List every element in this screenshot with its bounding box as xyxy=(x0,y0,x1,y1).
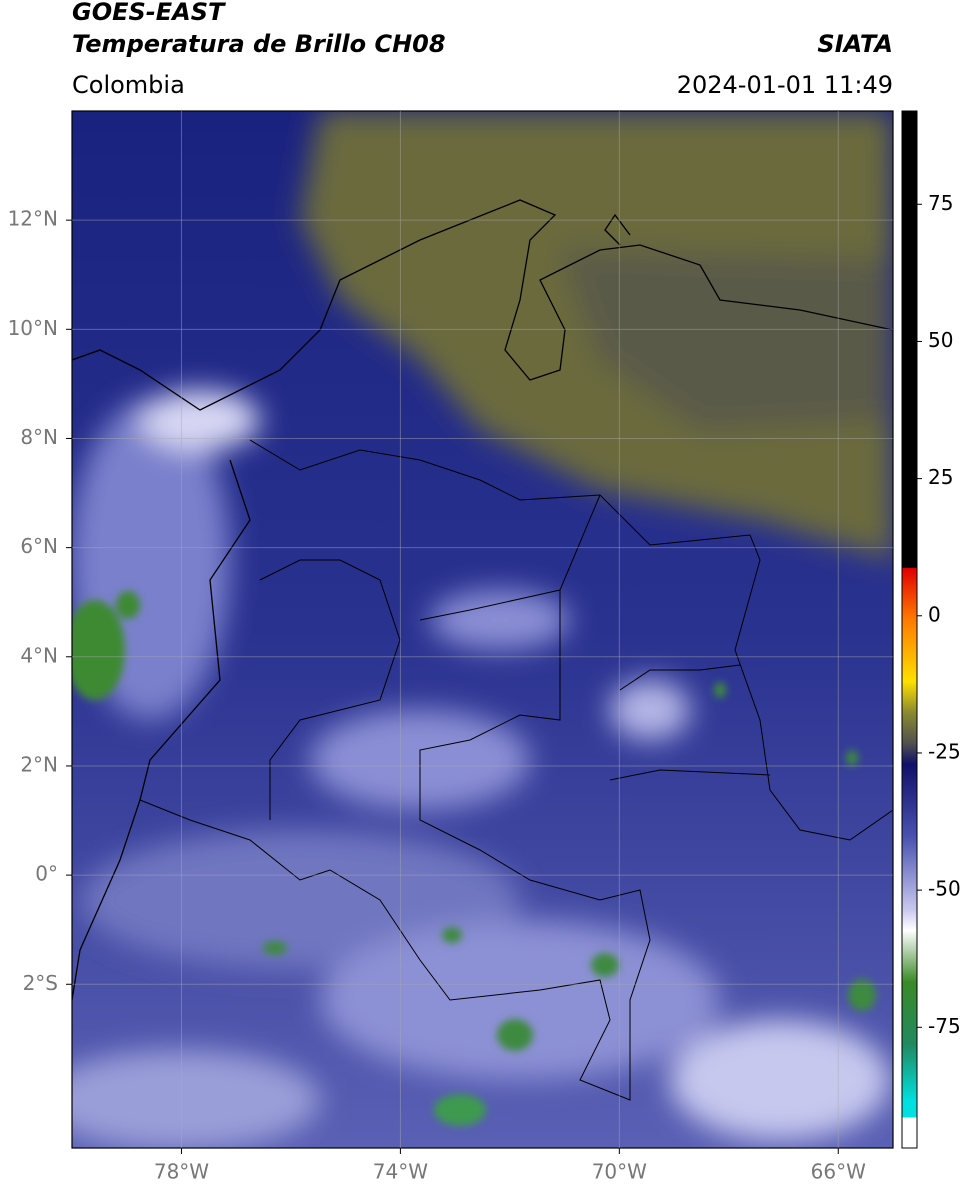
colorbar-label: -50 xyxy=(928,877,961,901)
y-tick-label: 6°N xyxy=(20,534,58,558)
y-tick-label: 10°N xyxy=(8,316,58,340)
y-tick-label: 8°N xyxy=(20,425,58,449)
borders xyxy=(139,439,893,1101)
x-tick-label: 78°W xyxy=(154,1160,209,1184)
satellite-image xyxy=(72,111,893,1148)
title: GOES-EAST xyxy=(72,0,226,26)
x-tick-label: 70°W xyxy=(592,1160,647,1184)
cold-tops xyxy=(72,591,876,1126)
colorbar-label: 25 xyxy=(928,465,953,489)
y-tick-label: 2°S xyxy=(23,971,58,995)
colorbar-label: -75 xyxy=(928,1014,961,1038)
colorbar-label: 0 xyxy=(928,602,941,626)
map-frame xyxy=(71,110,894,1149)
y-tick-label: 12°N xyxy=(8,207,58,231)
region: Colombia xyxy=(72,71,185,99)
y-tick-label: 4°N xyxy=(20,643,58,667)
colorbar-label: 75 xyxy=(928,191,953,215)
source: SIATA xyxy=(817,30,893,58)
datetime: 2024-01-01 11:49 xyxy=(677,71,893,99)
y-tick-label: 2°N xyxy=(20,752,58,776)
x-tick-label: 74°W xyxy=(373,1160,428,1184)
coastline xyxy=(72,199,893,1001)
y-tick-label: 0° xyxy=(35,862,58,886)
colorbar xyxy=(901,110,918,1149)
subtitle: Temperatura de Brillo CH08 xyxy=(72,30,446,58)
x-tick-label: 66°W xyxy=(811,1160,866,1184)
colorbar-label: 50 xyxy=(928,328,953,352)
clouds xyxy=(72,111,893,1148)
colorbar-label: -25 xyxy=(928,739,961,763)
